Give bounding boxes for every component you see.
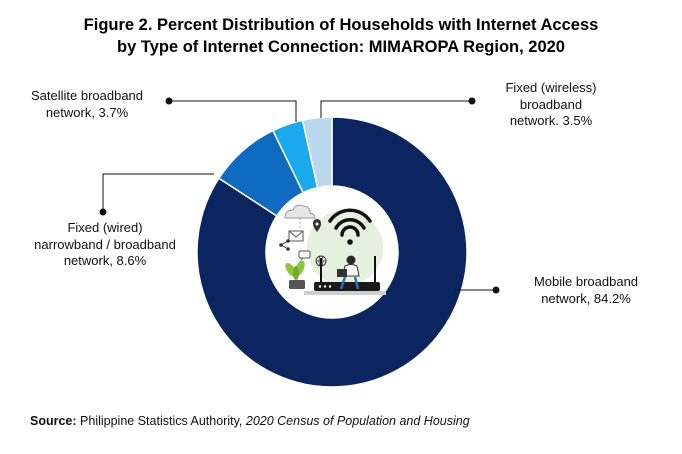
plant-icon (285, 260, 305, 289)
label-wireless-line-3: network. 3.5% (509, 113, 593, 128)
source-note: Source: Philippine Statistics Authority,… (30, 414, 470, 428)
leader-dot-wireless (468, 97, 476, 105)
label-satellite-line-1: Satellite broadband (30, 88, 144, 103)
location-pin-icon (313, 219, 321, 232)
center-illustration (279, 204, 386, 295)
router-icon (304, 256, 386, 295)
chart-title-line-2: by Type of Internet Connection: MIMAROPA… (117, 38, 565, 56)
label-wired-line-2: narrowband / broadband (34, 236, 176, 252)
leader-line-wireless (320, 100, 472, 118)
leader-lines (99, 97, 500, 294)
source-agency: Philippine Statistics Authority, (80, 414, 243, 428)
source-label: Source: (30, 414, 77, 428)
leader-line-satellite (169, 100, 297, 122)
label-wireless-line-2: broadband (519, 96, 583, 112)
label-wired-line-1: Fixed (wired) (67, 220, 143, 235)
chat-icon (298, 250, 311, 261)
wifi-icon (328, 208, 372, 245)
source-publication: 2020 Census of Population and Housing (245, 414, 470, 428)
mail-icon (288, 230, 304, 242)
label-fixed-wired: Fixed (wired) narrowband / broadband net… (30, 220, 180, 270)
label-satellite: Satellite broadband network, 3.7% (8, 88, 166, 121)
leader-dot-wired (99, 208, 107, 216)
leader-dot-satellite (165, 97, 173, 105)
label-mobile-line-2: network, 84.2% (541, 290, 631, 306)
label-satellite-line-2: network, 3.7% (45, 104, 129, 120)
laptop-user-icon (337, 255, 360, 290)
leader-line-wired (102, 173, 214, 212)
label-fixed-wireless: Fixed (wireless) broadband network. 3.5% (488, 80, 614, 130)
leader-dot-mobile (492, 286, 500, 294)
label-wireless-line-1: Fixed (wireless) (505, 80, 597, 95)
label-wired-line-3: network, 8.6% (63, 253, 147, 268)
label-mobile: Mobile broadband network, 84.2% (512, 274, 660, 307)
cloud-icon (284, 204, 316, 228)
label-mobile-line-1: Mobile broadband (533, 274, 639, 289)
chart-title-line-1: Figure 2. Percent Distribution of Househ… (83, 16, 599, 34)
share-icon (279, 239, 290, 251)
